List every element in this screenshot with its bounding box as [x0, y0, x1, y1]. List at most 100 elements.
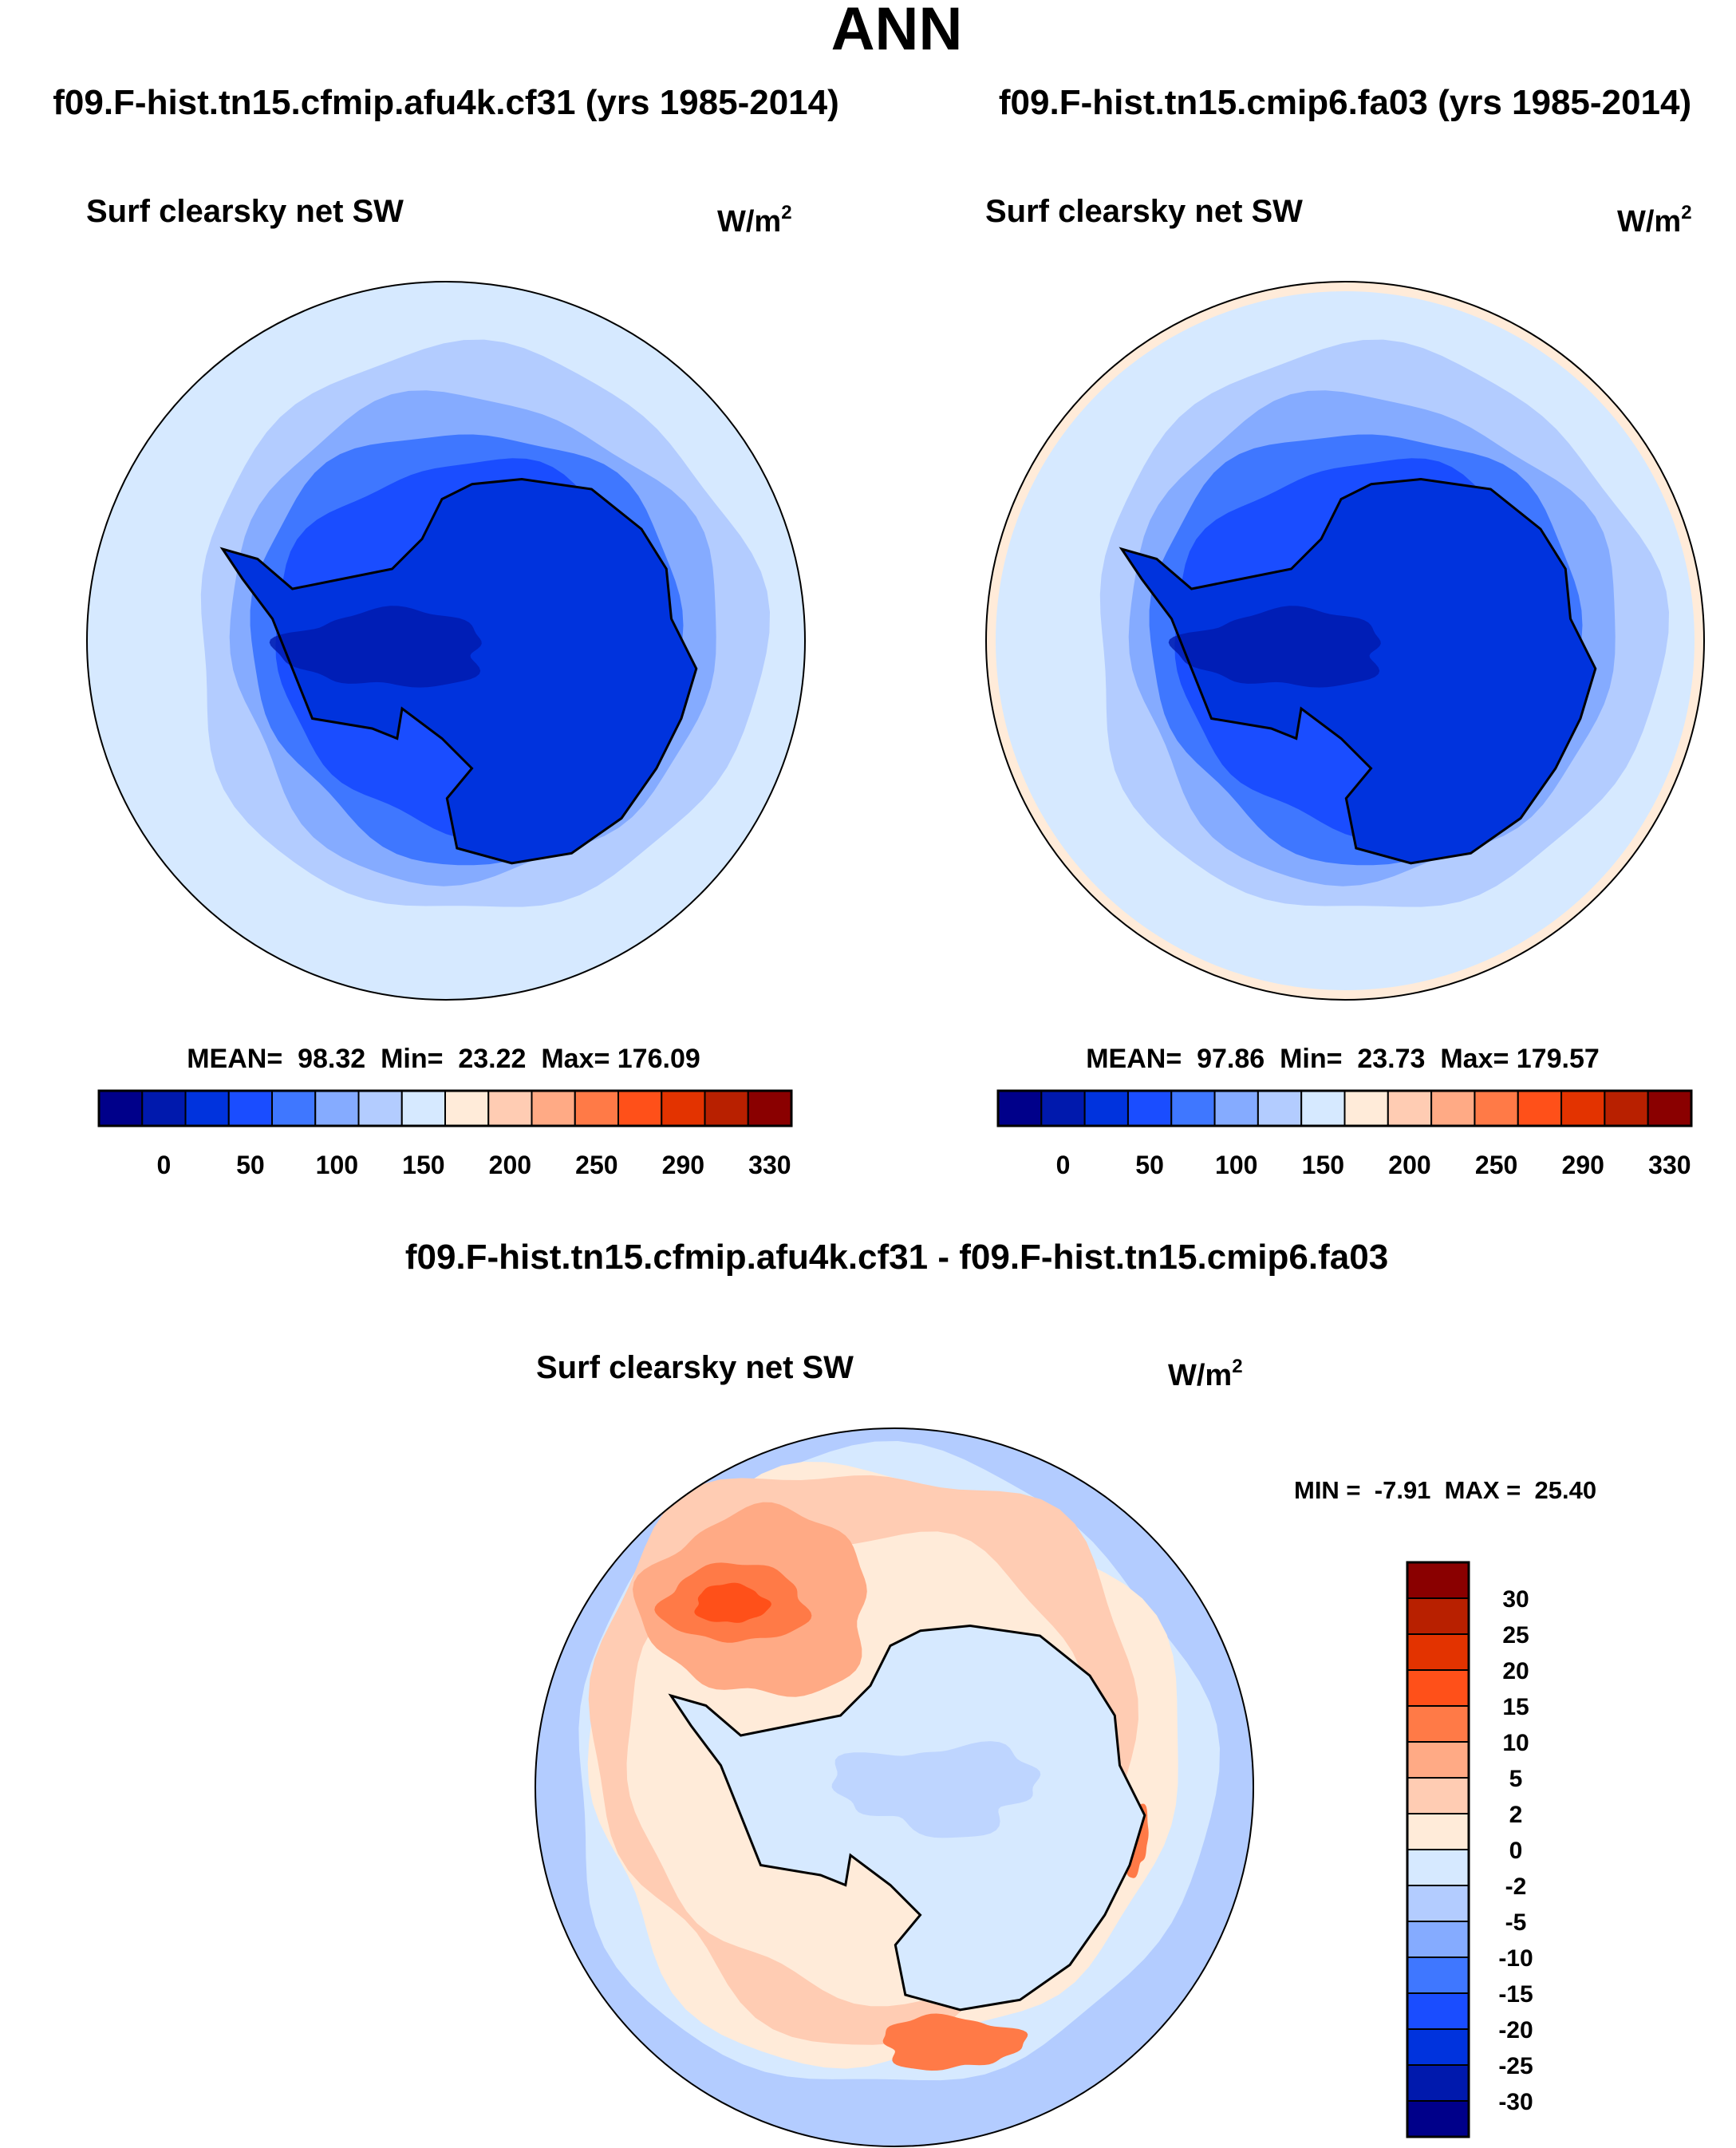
- colorbar-tick-label: -25: [1498, 2053, 1533, 2079]
- diff-map: [535, 1427, 1254, 2147]
- diff-title: f09.F-hist.tn15.cfmip.afu4k.cf31 - f09.F…: [405, 1238, 1388, 1277]
- diff-field-label: Surf clearsky net SW: [536, 1350, 854, 1385]
- colorbar-box: [314, 1090, 360, 1127]
- colorbar-box: [1213, 1090, 1259, 1127]
- colorbar-tick-label: 150: [1302, 1151, 1344, 1179]
- colorbar-box: [617, 1090, 663, 1127]
- case1-field-label: Surf clearsky net SW: [86, 194, 404, 229]
- colorbar-box: [1560, 1090, 1606, 1127]
- colorbar-tick-label: 200: [1388, 1151, 1430, 1179]
- case1-map: [86, 281, 806, 1001]
- panel-case1: f09.F-hist.tn15.cfmip.afu4k.cf31 (yrs 19…: [53, 83, 839, 1179]
- colorbar-box: [184, 1090, 230, 1127]
- colorbar-box: [661, 1090, 706, 1127]
- colorbar-tick-label: 50: [236, 1151, 265, 1179]
- colorbar-tick-label: 5: [1509, 1766, 1523, 1792]
- map-boundary: [86, 281, 806, 1001]
- colorbar-box: [1126, 1090, 1173, 1127]
- case1-stats: MEAN= 98.32 Min= 23.22 Max= 176.09: [187, 1044, 700, 1074]
- colorbar-tick-label: -5: [1505, 1909, 1527, 1936]
- colorbar-box: [487, 1090, 533, 1127]
- case2-colorbar: 0 50 100 150 200 250 290 330: [996, 1089, 1693, 1179]
- colorbar-box: [1407, 2100, 1470, 2138]
- colorbar-tick-label: 200: [489, 1151, 531, 1179]
- map-fill: [535, 1428, 1253, 2146]
- colorbar-box: [1604, 1090, 1649, 1127]
- colorbar-frame: [996, 1089, 1693, 1127]
- colorbar-box: [1517, 1090, 1563, 1127]
- colorbar-tick-label: 150: [402, 1151, 444, 1179]
- colorbar-box: [1407, 1813, 1470, 1850]
- case1-units: W/m2: [717, 202, 792, 239]
- colorbar-box: [1257, 1090, 1303, 1127]
- colorbar-tick-label: 100: [1215, 1151, 1257, 1179]
- case1-title: f09.F-hist.tn15.cfmip.afu4k.cf31 (yrs 19…: [53, 83, 839, 122]
- colorbar-box: [227, 1090, 273, 1127]
- colorbar-tick-label: 250: [1475, 1151, 1517, 1179]
- colorbar-box: [1407, 1956, 1470, 1994]
- colorbar-tick-label: 2: [1509, 1802, 1523, 1828]
- colorbar-tick-label: 50: [1135, 1151, 1164, 1179]
- colorbar-box: [1407, 1992, 1470, 2030]
- colorbar-box: [1343, 1090, 1389, 1127]
- colorbar-box: [747, 1090, 792, 1127]
- colorbar-box: [1407, 1562, 1470, 1599]
- colorbar-tick-label: -30: [1498, 2089, 1533, 2115]
- case2-title: f09.F-hist.tn15.cmip6.fa03 (yrs 1985-201…: [999, 83, 1691, 122]
- colorbar-box: [1407, 2028, 1470, 2066]
- colorbar-box: [1430, 1090, 1476, 1127]
- colorbar-tick-label: 0: [1056, 1151, 1071, 1179]
- figure-title: ANN: [831, 0, 963, 63]
- colorbar-tick-label: 0: [156, 1151, 171, 1179]
- colorbar-box: [1407, 1777, 1470, 1814]
- colorbar-box: [1083, 1090, 1129, 1127]
- case2-map: [985, 281, 1705, 1001]
- coastline: [219, 477, 698, 865]
- diff-stats: MIN = -7.91 MAX = 25.40: [1294, 1476, 1596, 1504]
- contour-region: [831, 1741, 1041, 1838]
- colorbar-box: [1407, 1633, 1470, 1671]
- colorbar-tick-label: 0: [1509, 1838, 1523, 1864]
- colorbar-tick-label: 330: [1648, 1151, 1691, 1179]
- coastline: [1119, 477, 1597, 865]
- diff-units: W/m2: [1168, 1356, 1243, 1392]
- colorbar-tick-label: -2: [1505, 1874, 1527, 1900]
- colorbar-box: [574, 1090, 619, 1127]
- colorbar-tick-label: 20: [1502, 1658, 1529, 1684]
- colorbar-box: [704, 1090, 749, 1127]
- colorbar-box: [1474, 1090, 1519, 1127]
- colorbar-tick-label: 250: [575, 1151, 617, 1179]
- map-fill: [986, 282, 1704, 1000]
- colorbar-box: [141, 1090, 187, 1127]
- colorbar-box: [400, 1090, 446, 1127]
- contour-region: [269, 606, 482, 688]
- colorbar-box: [1407, 1921, 1470, 1958]
- colorbar-box: [531, 1090, 576, 1127]
- colorbar-box: [1387, 1090, 1433, 1127]
- colorbar-box: [1407, 1705, 1470, 1743]
- map-boundary: [535, 1427, 1254, 2147]
- panel-difference: f09.F-hist.tn15.cfmip.afu4k.cf31 - f09.F…: [405, 1238, 1596, 2147]
- colorbar-tick-label: 10: [1502, 1730, 1529, 1756]
- colorbar-tick-label: 290: [662, 1151, 704, 1179]
- colorbar-box: [1407, 1885, 1470, 1922]
- colorbar-box: [271, 1090, 317, 1127]
- colorbar-box: [98, 1090, 144, 1127]
- case2-units: W/m2: [1617, 202, 1692, 239]
- colorbar-box: [1170, 1090, 1216, 1127]
- colorbar-box: [444, 1090, 490, 1127]
- map-boundary: [985, 281, 1705, 1001]
- colorbar-tick-label: 330: [748, 1151, 791, 1179]
- colorbar-box: [1407, 2064, 1470, 2102]
- colorbar-tick-label: 100: [316, 1151, 358, 1179]
- case1-colorbar: 0 50 100 150 200 250 290 330: [97, 1089, 793, 1179]
- case2-stats: MEAN= 97.86 Min= 23.73 Max= 179.57: [1086, 1044, 1600, 1074]
- colorbar-box: [357, 1090, 403, 1127]
- colorbar-box: [1647, 1090, 1692, 1127]
- case2-field-label: Surf clearsky net SW: [985, 194, 1303, 229]
- colorbar-tick-label: -15: [1498, 1981, 1533, 2008]
- colorbar-box: [1407, 1669, 1470, 1707]
- colorbar-tick-label: 15: [1502, 1694, 1529, 1720]
